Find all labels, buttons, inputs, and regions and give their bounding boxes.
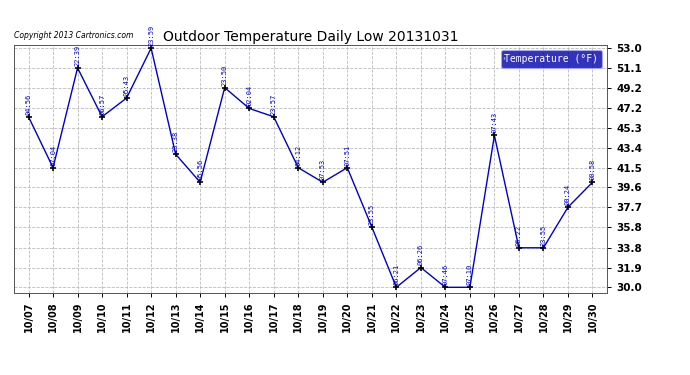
Legend: Temperature (°F): Temperature (°F)	[500, 50, 602, 68]
Text: 22:39: 22:39	[75, 45, 81, 66]
Text: 07:53: 07:53	[319, 159, 326, 180]
Text: 02:04: 02:04	[246, 85, 253, 106]
Text: 06:57: 06:57	[99, 93, 105, 115]
Text: 07:04: 07:04	[50, 144, 56, 166]
Text: 23:55: 23:55	[540, 225, 546, 246]
Text: 06:22: 06:22	[516, 225, 522, 246]
Text: 00:24: 00:24	[565, 184, 571, 205]
Text: 06:21: 06:21	[393, 264, 400, 285]
Text: 04:56: 04:56	[26, 93, 32, 115]
Text: 23:57: 23:57	[270, 93, 277, 115]
Text: 05:43: 05:43	[124, 75, 130, 96]
Text: 23:50: 23:50	[221, 64, 228, 86]
Text: 07:51: 07:51	[344, 144, 351, 166]
Title: Outdoor Temperature Daily Low 20131031: Outdoor Temperature Daily Low 20131031	[163, 30, 458, 44]
Text: 06:26: 06:26	[418, 244, 424, 266]
Text: 23:59: 23:59	[148, 25, 154, 46]
Text: 23:55: 23:55	[368, 204, 375, 225]
Text: 05:56: 05:56	[197, 159, 203, 180]
Text: 07:10: 07:10	[467, 264, 473, 285]
Text: 07:43: 07:43	[491, 112, 497, 134]
Text: 23:38: 23:38	[172, 131, 179, 152]
Text: 00:58: 00:58	[589, 159, 595, 180]
Text: 04:12: 04:12	[295, 144, 302, 166]
Text: Copyright 2013 Cartronics.com: Copyright 2013 Cartronics.com	[14, 31, 133, 40]
Text: 07:46: 07:46	[442, 264, 448, 285]
